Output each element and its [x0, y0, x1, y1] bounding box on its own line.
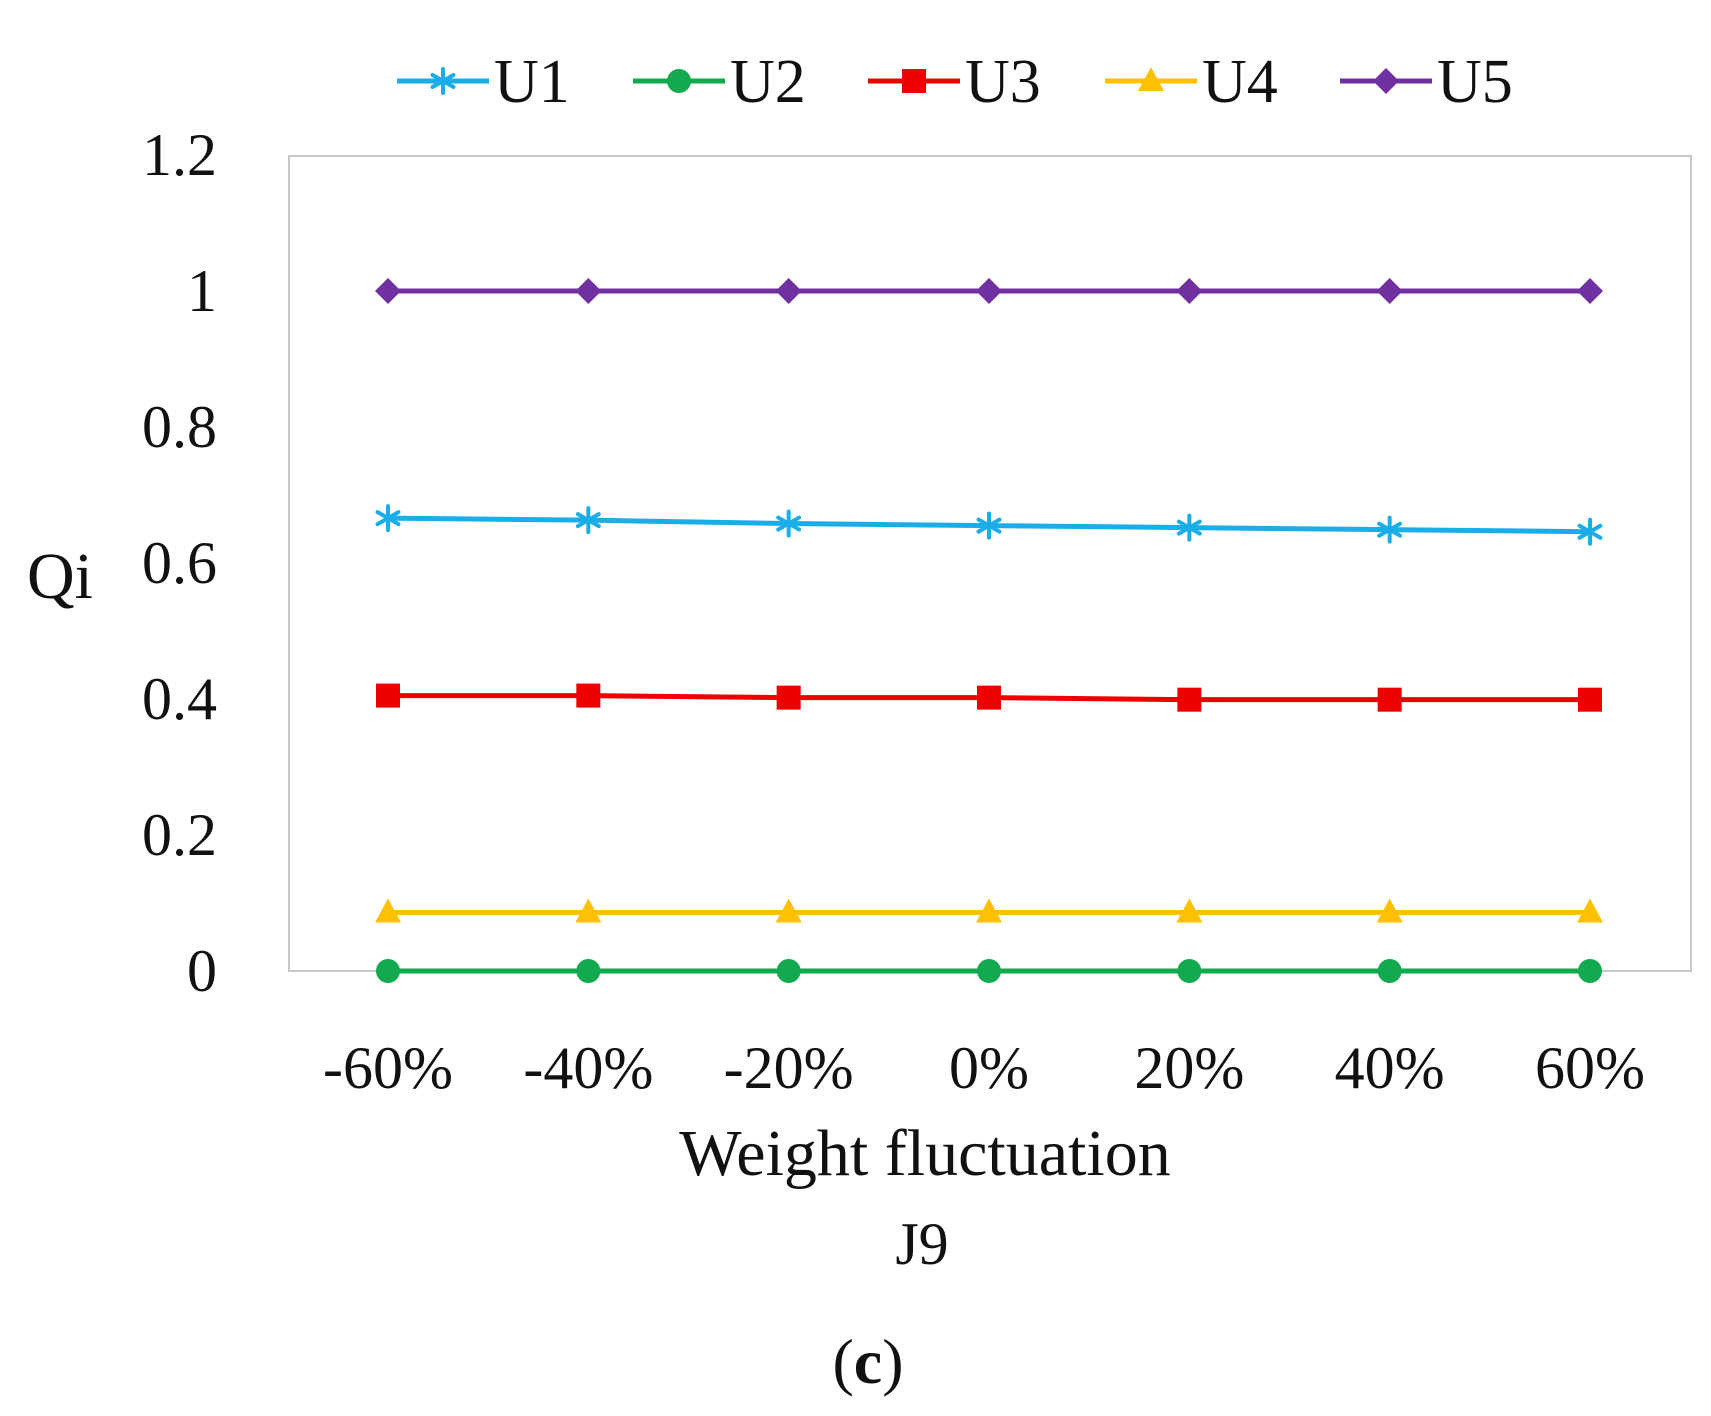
- data-point-u2: [977, 959, 1001, 983]
- legend-marker-u3: [902, 69, 926, 93]
- x-axis-ticks: -60% -40% -20% 0% 20% 40% 60%: [323, 1035, 1645, 1101]
- x-tick-label: 20%: [1134, 1035, 1244, 1101]
- legend-marker-u1: [430, 67, 456, 95]
- data-point-u2: [1578, 959, 1602, 983]
- data-point-u1: [776, 509, 802, 538]
- x-tick-label: -20%: [724, 1035, 854, 1101]
- legend-label: U5: [1437, 48, 1513, 116]
- legend-item-u3: U3: [868, 48, 1041, 116]
- data-point-u3: [1377, 687, 1402, 712]
- data-point-u5: [976, 278, 1002, 304]
- data-point-u3: [977, 685, 1001, 710]
- data-point-u3: [776, 685, 801, 710]
- panel-label-letter: c: [854, 1326, 882, 1397]
- data-point-u2: [1177, 959, 1202, 983]
- y-axis-ticks: 0 0.2 0.4 0.6 0.8 1 1.2: [142, 122, 217, 1004]
- legend: U1 U2 U3 U4 U5: [397, 48, 1513, 116]
- legend-marker-u4: [1138, 67, 1164, 91]
- legend-item-u1: U1: [397, 48, 570, 116]
- panel-label: (c): [832, 1326, 903, 1397]
- data-point-u4: [1376, 898, 1403, 923]
- data-point-u4: [976, 898, 1002, 923]
- series-u5: [375, 278, 1603, 304]
- x-axis-sublabel: J9: [895, 1211, 948, 1277]
- legend-label: U1: [494, 48, 570, 116]
- data-point-u4: [375, 898, 401, 923]
- data-point-u2: [1377, 959, 1402, 983]
- series-u3: [376, 683, 1602, 712]
- data-point-u2: [776, 959, 801, 983]
- series-u4: [375, 898, 1603, 923]
- series-layer: [375, 278, 1603, 983]
- data-point-u4: [775, 898, 802, 923]
- legend-label: U3: [965, 48, 1041, 116]
- data-point-u1: [1176, 513, 1202, 542]
- data-point-u5: [775, 278, 802, 304]
- y-tick-label: 0: [187, 938, 217, 1004]
- y-tick-label: 0.2: [142, 802, 217, 868]
- data-point-u2: [376, 959, 400, 983]
- x-axis-title: Weight fluctuation: [679, 1117, 1170, 1190]
- legend-marker-u5: [1373, 68, 1399, 94]
- y-tick-label: 0.4: [142, 666, 217, 732]
- data-point-u3: [576, 683, 601, 708]
- data-point-u1: [1377, 515, 1403, 544]
- data-point-u4: [575, 898, 602, 923]
- data-point-u1: [1577, 517, 1603, 546]
- x-tick-label: 0%: [949, 1035, 1029, 1101]
- y-tick-label: 1.2: [142, 122, 217, 188]
- legend-marker-u2: [667, 69, 691, 93]
- series-u1: [375, 504, 1603, 546]
- series-u2: [376, 959, 1602, 983]
- data-point-u5: [375, 278, 401, 304]
- legend-item-u4: U4: [1105, 48, 1278, 116]
- data-point-u1: [976, 511, 1002, 540]
- x-tick-label: 60%: [1535, 1035, 1645, 1101]
- x-tick-label: -60%: [323, 1035, 453, 1101]
- panel-label-open: (: [832, 1326, 853, 1397]
- legend-label: U2: [730, 48, 806, 116]
- data-point-u5: [1577, 278, 1603, 304]
- data-point-u4: [1577, 898, 1603, 923]
- x-tick-label: -40%: [523, 1035, 653, 1101]
- panel-label-close: ): [882, 1326, 903, 1397]
- data-point-u5: [1176, 278, 1203, 304]
- legend-label: U4: [1202, 48, 1278, 116]
- y-axis-title: Qi: [27, 540, 93, 613]
- data-point-u3: [1177, 687, 1202, 712]
- legend-item-u2: U2: [633, 48, 806, 116]
- data-point-u2: [576, 959, 601, 983]
- data-point-u5: [575, 278, 602, 304]
- x-tick-label: 40%: [1335, 1035, 1445, 1101]
- data-point-u5: [1376, 278, 1403, 304]
- data-point-u3: [376, 683, 400, 708]
- legend-item-u5: U5: [1340, 48, 1513, 116]
- data-point-u1: [375, 504, 401, 533]
- y-tick-label: 0.8: [142, 394, 217, 460]
- data-point-u4: [1176, 898, 1203, 923]
- data-point-u3: [1578, 687, 1602, 712]
- y-tick-label: 0.6: [142, 530, 217, 596]
- data-point-u1: [575, 506, 601, 535]
- y-tick-label: 1: [187, 258, 217, 324]
